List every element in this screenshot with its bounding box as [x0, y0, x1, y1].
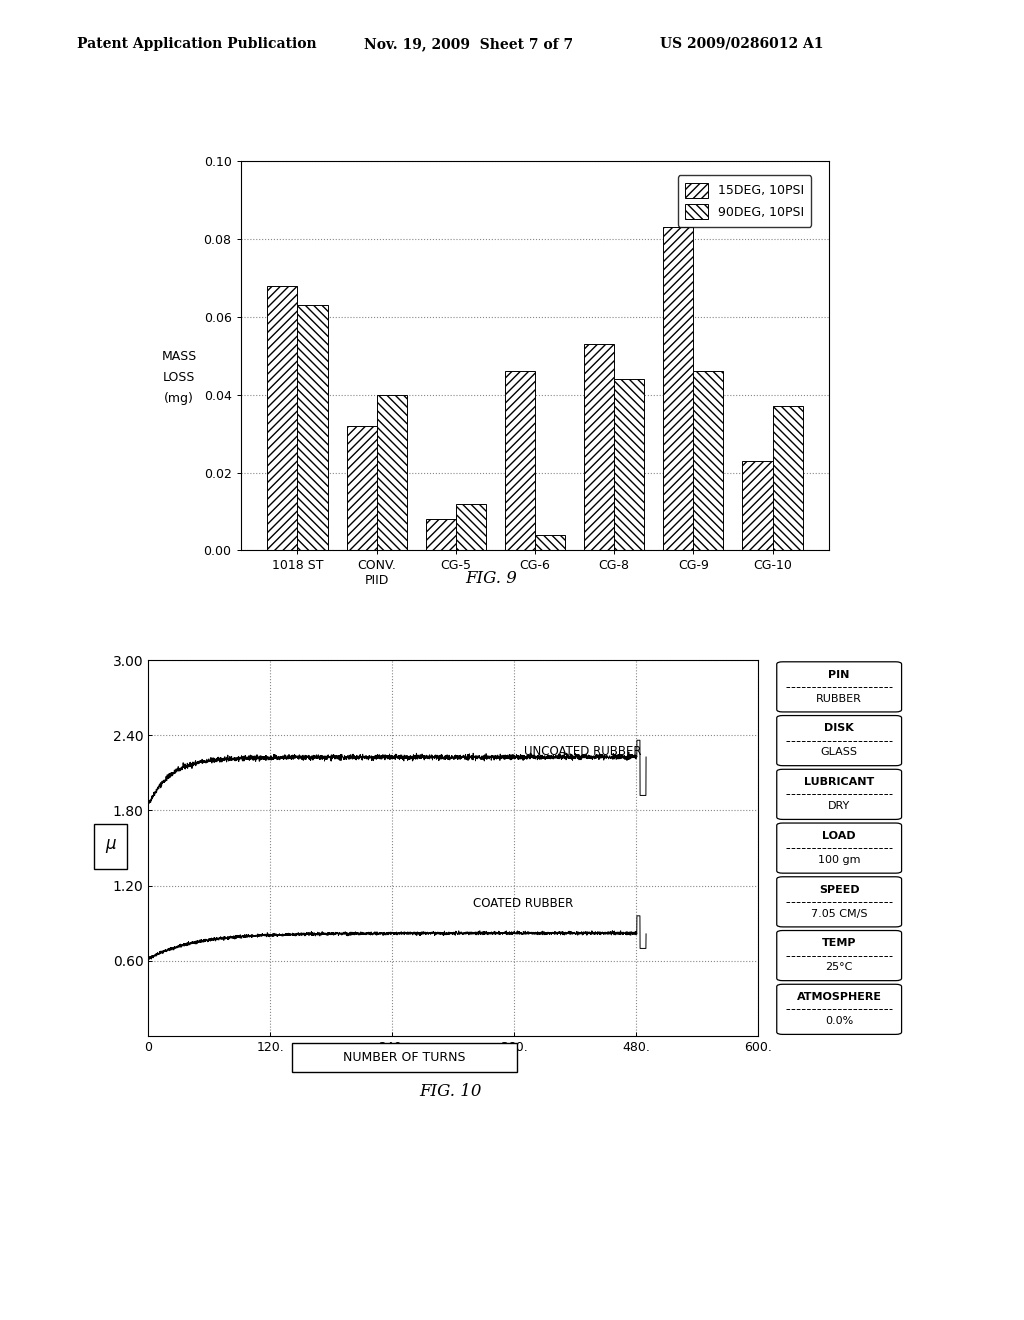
Text: 7.05 CM/S: 7.05 CM/S	[811, 908, 867, 919]
Text: DRY: DRY	[828, 801, 850, 812]
Text: (mg): (mg)	[164, 392, 195, 405]
Text: LOAD: LOAD	[822, 830, 856, 841]
Bar	[267, 285, 298, 550]
Text: NUMBER OF TURNS: NUMBER OF TURNS	[343, 1051, 466, 1064]
Bar	[426, 519, 456, 550]
Bar	[346, 426, 377, 550]
Text: Patent Application Publication: Patent Application Publication	[77, 37, 316, 51]
Text: ATMOSPHERE: ATMOSPHERE	[797, 993, 882, 1002]
Bar	[377, 395, 407, 550]
Text: Nov. 19, 2009  Sheet 7 of 7: Nov. 19, 2009 Sheet 7 of 7	[364, 37, 572, 51]
Text: PIN: PIN	[828, 669, 850, 680]
FancyBboxPatch shape	[777, 985, 901, 1035]
Text: 100 gm: 100 gm	[818, 855, 860, 865]
Text: RUBBER: RUBBER	[816, 694, 862, 704]
FancyBboxPatch shape	[777, 931, 901, 981]
Text: 25°C: 25°C	[825, 962, 853, 973]
Bar	[298, 305, 328, 550]
Text: COATED RUBBER: COATED RUBBER	[473, 896, 573, 909]
Text: GLASS: GLASS	[820, 747, 858, 758]
Bar	[584, 345, 614, 550]
Legend: 15DEG, 10PSI, 90DEG, 10PSI: 15DEG, 10PSI, 90DEG, 10PSI	[678, 176, 811, 227]
Text: LOSS: LOSS	[163, 371, 196, 384]
Bar	[664, 227, 693, 550]
FancyBboxPatch shape	[777, 876, 901, 927]
Text: LUBRICANT: LUBRICANT	[804, 777, 874, 787]
Text: US 2009/0286012 A1: US 2009/0286012 A1	[660, 37, 824, 51]
FancyBboxPatch shape	[777, 824, 901, 873]
Text: DISK: DISK	[824, 723, 854, 734]
FancyBboxPatch shape	[777, 715, 901, 766]
Bar	[772, 407, 803, 550]
Text: MASS: MASS	[162, 350, 197, 363]
Bar	[614, 379, 644, 550]
Bar	[505, 371, 535, 550]
FancyBboxPatch shape	[777, 661, 901, 711]
FancyBboxPatch shape	[777, 770, 901, 820]
Text: FIG. 9: FIG. 9	[466, 570, 517, 587]
Text: $\mu$: $\mu$	[104, 837, 117, 855]
Text: 0.0%: 0.0%	[825, 1016, 853, 1026]
Bar	[535, 535, 565, 550]
Bar	[456, 504, 486, 550]
Text: SPEED: SPEED	[819, 884, 859, 895]
Text: TEMP: TEMP	[822, 939, 856, 948]
Bar	[693, 371, 724, 550]
Bar	[742, 461, 772, 550]
Text: FIG. 10: FIG. 10	[419, 1082, 482, 1100]
Text: UNCOATED RUBBER: UNCOATED RUBBER	[524, 744, 642, 758]
